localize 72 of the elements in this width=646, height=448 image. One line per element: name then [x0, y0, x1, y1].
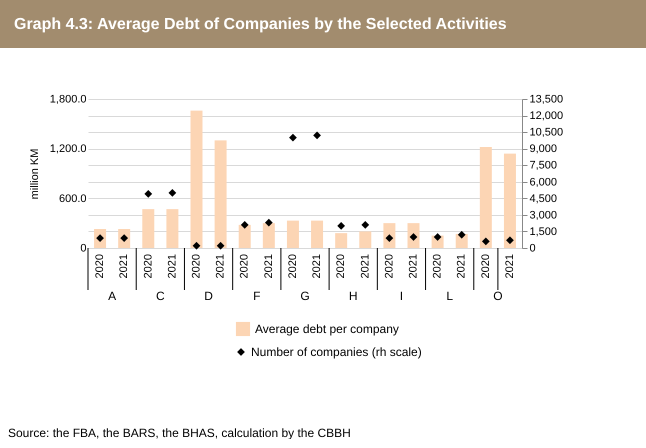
y2-tick-label: 10,500	[530, 126, 564, 139]
bar	[166, 209, 178, 248]
text: O	[493, 289, 503, 303]
text: C	[156, 289, 165, 303]
bar	[238, 224, 251, 248]
legend-label: Number of companies (rh scale)	[251, 345, 422, 359]
y-axis-title: million KM	[28, 148, 41, 200]
bar	[142, 209, 154, 248]
bar	[359, 231, 372, 248]
y2-tick-label: 4,500	[530, 192, 558, 205]
chart-title: Graph 4.3: Average Debt of Companies by the Selected Activities	[14, 16, 507, 33]
text: I	[400, 289, 404, 303]
bar	[190, 110, 202, 248]
text: L	[446, 289, 454, 303]
x-tick-label: 2020	[238, 254, 251, 278]
point	[168, 188, 176, 197]
point	[313, 132, 321, 140]
bar	[311, 220, 324, 248]
point	[337, 222, 346, 230]
y-tick-label: 1,200.0	[50, 143, 86, 156]
point	[192, 242, 200, 250]
x-tick-label: 2020	[94, 254, 106, 278]
y-tick-label: 600.0	[58, 192, 86, 205]
bar	[408, 223, 420, 248]
y2-tick-label: 6,000	[530, 176, 558, 188]
x-tick-label: 2021	[408, 254, 420, 278]
x-tick-label: 2021	[118, 254, 130, 278]
y2-tick-label: 1,500	[530, 226, 558, 238]
text: F	[253, 289, 260, 303]
x-tick-label: 2020	[335, 254, 348, 278]
bar	[504, 154, 516, 248]
y2-tick-label: 3,000	[530, 209, 558, 222]
y2-tick-label: 0	[530, 242, 536, 254]
y2-tick-label: 9,000	[530, 143, 558, 156]
point	[264, 218, 273, 226]
bar	[214, 140, 227, 248]
text: D	[204, 289, 214, 303]
x-tick-label: 2021	[504, 254, 516, 278]
point	[506, 236, 514, 244]
y2-tick-label: 13,500	[530, 94, 564, 106]
x-tick-label: 2020	[480, 254, 492, 278]
x-tick-label: 2021	[214, 254, 227, 278]
x-tick-label: 2020	[142, 254, 154, 278]
bar	[262, 223, 275, 248]
x-tick-label: 2020	[190, 254, 202, 278]
point	[458, 230, 466, 239]
point	[361, 220, 370, 229]
x-tick-label: 2021	[456, 254, 468, 278]
point	[289, 134, 297, 142]
y2-tick-label: 12,000	[530, 110, 564, 122]
x-tick-label: 2021	[262, 254, 275, 278]
text: H	[348, 289, 358, 303]
x-tick-label: 2020	[432, 254, 444, 278]
point	[240, 220, 249, 229]
bar	[480, 147, 492, 248]
text: G	[300, 289, 310, 303]
legend-label: Average debt per company	[255, 322, 399, 336]
point	[216, 242, 224, 250]
y-tick-label: 1,800.0	[50, 94, 86, 106]
x-tick-label: 2021	[311, 254, 324, 278]
point	[482, 238, 490, 246]
bar	[286, 220, 299, 248]
point	[144, 190, 152, 198]
y2-tick-label: 7,500	[530, 160, 558, 172]
bar	[335, 233, 348, 248]
x-tick-label: 2021	[359, 254, 372, 278]
x-tick-label: 2020	[383, 254, 396, 278]
point	[434, 233, 442, 241]
y-tick-label: 0	[80, 242, 86, 254]
text: A	[108, 289, 116, 303]
x-tick-label: 2021	[166, 254, 178, 278]
x-tick-label: 2020	[286, 254, 299, 278]
